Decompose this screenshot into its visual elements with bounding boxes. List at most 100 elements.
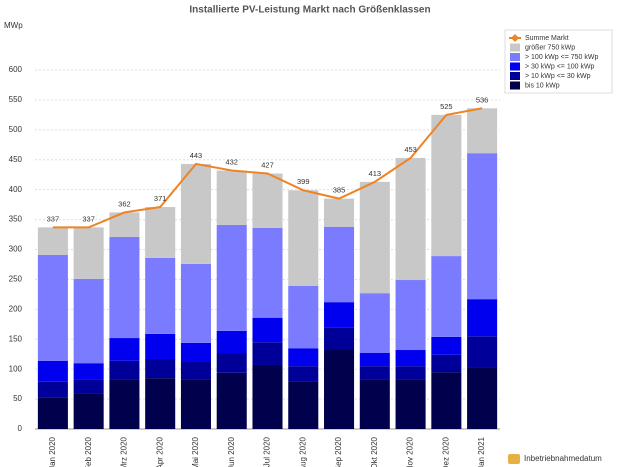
bar-segment: [73, 278, 104, 364]
y-tick-label: 600: [9, 65, 23, 74]
bar-segment: [467, 367, 498, 429]
y-tick-label: 500: [9, 125, 23, 134]
bar-segment: [467, 153, 498, 300]
bar-segment: [252, 342, 283, 365]
bar-segment: [324, 302, 355, 328]
bar-segment: [145, 358, 176, 379]
bar-segment: [109, 360, 140, 380]
data-label: 337: [82, 214, 95, 223]
bar-segment: [145, 257, 176, 334]
x-tick-label: Mai 2020: [191, 436, 200, 467]
bar-segment: [37, 397, 68, 429]
y-tick-label: 300: [9, 245, 23, 254]
legend-label: größer 750 kWp: [525, 44, 575, 51]
legend-label: Summe Markt: [525, 35, 569, 42]
data-label: 385: [333, 186, 346, 195]
bar-segment: [288, 348, 319, 367]
bar-segment: [145, 207, 176, 258]
bar-segment: [73, 227, 104, 279]
bar-segment: [216, 330, 247, 354]
data-label: 427: [261, 160, 274, 169]
y-tick-label: 250: [9, 275, 23, 284]
bar-segment: [395, 366, 426, 380]
bar-segment: [180, 342, 211, 362]
data-label: 525: [440, 102, 453, 111]
legend-marker: [511, 34, 519, 42]
x-tick-label: Sep 2020: [334, 436, 343, 467]
bar-segment: [395, 350, 426, 367]
bar-segment: [37, 360, 68, 382]
bar-segment: [216, 224, 247, 331]
bar-segment: [216, 353, 247, 373]
bar-segment: [395, 157, 426, 281]
bar-segment: [467, 108, 498, 154]
bar-segment: [359, 366, 390, 380]
legend-label: > 30 kWp <= 100 kWp: [525, 63, 595, 70]
x-tick-label: Jan 2020: [48, 436, 57, 467]
data-label: 413: [369, 169, 382, 178]
data-label: 399: [297, 177, 310, 186]
bar-segment: [145, 378, 176, 429]
y-tick-label: 550: [9, 95, 23, 104]
bar-segment: [359, 353, 390, 367]
legend-swatch: [510, 81, 520, 90]
y-tick-label: 450: [9, 155, 23, 164]
bar-segment: [252, 364, 283, 429]
x-tick-label: Jul 2020: [263, 436, 272, 467]
data-label: 371: [154, 194, 167, 203]
bar-segment: [324, 327, 355, 351]
y-tick-label: 150: [9, 334, 23, 343]
legend-swatch: [510, 53, 520, 61]
bar-segment: [180, 263, 211, 343]
data-label: 362: [118, 199, 131, 208]
bar-segment: [359, 379, 390, 429]
x-tick-label: Feb 2020: [84, 436, 93, 467]
x-tick-label: Jun 2020: [227, 436, 236, 467]
y-tick-label: 200: [9, 304, 23, 313]
bar-segment: [359, 293, 390, 354]
bar-segment: [288, 285, 319, 349]
data-label: 536: [476, 95, 489, 104]
bar-segment: [37, 227, 68, 255]
bar-segment: [73, 393, 104, 429]
bar-segment: [109, 379, 140, 429]
bar-segment: [431, 372, 462, 429]
bar-segment: [395, 280, 426, 351]
bar-segment: [252, 227, 283, 318]
legend-swatch: [510, 62, 520, 71]
bar-segment: [288, 190, 319, 286]
bar-segment: [180, 379, 211, 429]
y-tick-label: 100: [9, 364, 23, 373]
chart-title: Installierte PV-Leistung Markt nach Größ…: [189, 5, 430, 16]
legend-box: [504, 29, 613, 94]
line: [52, 107, 483, 229]
bar-segment: [73, 379, 104, 394]
legend-swatch: [510, 43, 520, 52]
y-tick-label: 50: [13, 394, 22, 403]
bar-segment: [252, 317, 283, 343]
bar-segment: [431, 336, 462, 355]
y-tick-label: 400: [9, 185, 23, 194]
bar-segment: [467, 299, 498, 337]
x-tick-label: Apr 2020: [155, 436, 164, 467]
legend-label: bis 10 kWp: [525, 82, 560, 89]
bar-segment: [216, 372, 247, 429]
bar-segment: [145, 333, 176, 359]
bar-segment: [431, 354, 462, 373]
bar-segment: [324, 350, 355, 429]
bar-segment: [467, 336, 498, 368]
y-axis-label: MWp: [4, 21, 23, 30]
bar-segment: [252, 173, 283, 228]
bar-segment: [431, 256, 462, 337]
x-tick-label: Aug 2020: [298, 436, 307, 467]
footer-icon: [508, 454, 520, 464]
bar-segment: [37, 254, 68, 361]
x-tick-label: Dez 2020: [441, 436, 450, 467]
bar-segment: [288, 381, 319, 429]
bar-segment: [37, 381, 68, 398]
bar-segment: [359, 181, 390, 294]
data-label: 443: [190, 151, 203, 160]
data-label: 432: [225, 158, 238, 167]
bar-segment: [288, 366, 319, 382]
